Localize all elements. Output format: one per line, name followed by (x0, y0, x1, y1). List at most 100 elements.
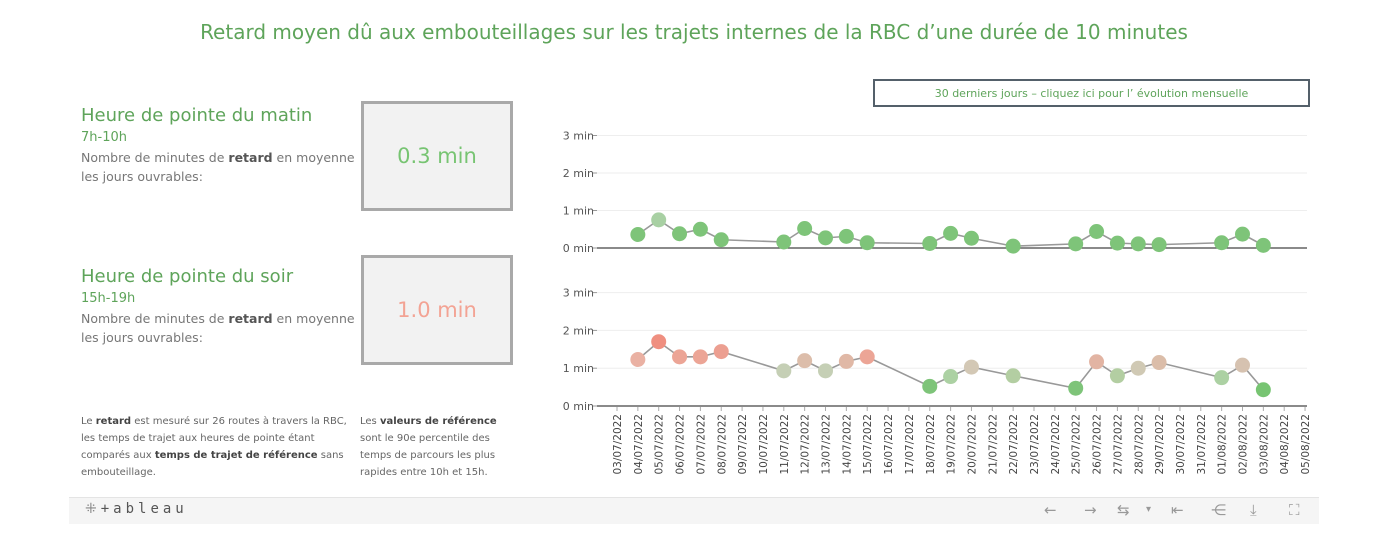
data-point (1255, 237, 1271, 253)
x-tick-label: 05/07/2022 (654, 414, 666, 475)
data-point (859, 349, 875, 365)
data-point (1235, 357, 1250, 373)
reset-icon[interactable]: ⇤ (1171, 501, 1184, 519)
methodology-note: Le retard est mesuré sur 26 routes à tra… (81, 416, 347, 478)
data-point (797, 221, 813, 236)
x-tick-label: 23/07/2022 (1029, 414, 1041, 475)
data-point (838, 353, 854, 369)
y-tick-label: 3 min (563, 130, 594, 143)
x-tick-label: 05/08/2022 (1300, 414, 1312, 475)
monthly-evolution-button[interactable]: 30 derniers jours – cliquez ici pour l’ … (873, 79, 1310, 107)
data-point (922, 378, 938, 394)
data-point (922, 236, 938, 251)
reference-note: Les valeurs de référence sont le 90e per… (360, 416, 497, 478)
series-line-matin (637, 218, 1264, 247)
x-tick-label: 10/07/2022 (758, 414, 770, 475)
data-point (943, 225, 959, 241)
data-point (630, 352, 646, 368)
data-point (1005, 368, 1021, 384)
y-tick-label: 0 min (563, 242, 594, 255)
morning-description: Nombre de minutes de retard en moyenne l… (81, 150, 355, 184)
x-tick-label: 03/08/2022 (1258, 414, 1270, 475)
series-line-soir (637, 340, 1264, 391)
data-point (651, 334, 667, 350)
revert-icon[interactable]: ⇆ (1117, 501, 1130, 519)
data-point (1068, 236, 1084, 252)
data-point (713, 344, 729, 360)
x-tick-label: 29/07/2022 (1154, 414, 1166, 475)
data-point (776, 363, 792, 379)
x-tick-label: 02/08/2022 (1238, 414, 1250, 475)
data-point (1109, 368, 1125, 384)
x-tick-label: 13/07/2022 (821, 414, 833, 475)
x-tick-label: 18/07/2022 (925, 414, 937, 475)
x-tick-label: 27/07/2022 (1112, 414, 1124, 475)
tableau-logo[interactable]: ⁜+ableau (85, 501, 188, 517)
x-tick-label: 08/07/2022 (716, 414, 728, 475)
x-tick-label: 12/07/2022 (800, 414, 812, 475)
x-tick-label: 03/07/2022 (612, 414, 624, 475)
data-point (818, 363, 833, 379)
tableau-toolbar: ⁜+ableau ← → ⇆ ▾ ⇤ ⋲ ⤓ ⛶ (69, 497, 1319, 524)
morning-hours: 7h-10h (81, 130, 127, 145)
revert-dropdown-icon[interactable]: ▾ (1146, 504, 1152, 515)
fullscreen-icon[interactable]: ⛶ (1289, 501, 1300, 519)
data-point (963, 359, 979, 375)
evening-description: Nombre de minutes de retard en moyenne l… (81, 311, 355, 345)
x-tick-label: 14/07/2022 (841, 414, 853, 475)
morning-kpi-value: 0.3 min (397, 144, 477, 168)
x-tick-label: 07/07/2022 (695, 414, 707, 475)
data-point (1005, 238, 1021, 254)
data-point (1235, 226, 1250, 242)
data-point (1151, 237, 1167, 253)
data-point (713, 232, 729, 248)
data-point (692, 349, 708, 365)
morning-heading: Heure de pointe du matin (81, 105, 313, 126)
share-icon[interactable]: ⋲ (1211, 501, 1226, 519)
y-tick-label: 2 min (563, 167, 594, 180)
evening-hours: 15h-19h (81, 291, 136, 306)
x-tick-label: 06/07/2022 (675, 414, 687, 475)
x-tick-label: 01/08/2022 (1217, 414, 1229, 475)
data-point (692, 221, 708, 237)
data-point (1214, 235, 1230, 251)
undo-icon[interactable]: ← (1044, 501, 1057, 519)
download-icon[interactable]: ⤓ (1250, 501, 1257, 519)
data-point (943, 369, 959, 385)
y-tick-label: 0 min (563, 400, 594, 413)
data-point (1068, 380, 1084, 396)
x-tick-label: 30/07/2022 (1175, 414, 1187, 475)
data-point (838, 228, 854, 244)
data-point (1255, 382, 1271, 398)
data-point (1130, 360, 1146, 376)
x-tick-label: 15/07/2022 (862, 414, 874, 475)
x-tick-label: 21/07/2022 (987, 414, 999, 475)
x-tick-label: 26/07/2022 (1092, 414, 1104, 475)
morning-kpi-box: 0.3 min (361, 101, 513, 211)
data-point (672, 226, 688, 242)
x-tick-label: 31/07/2022 (1196, 414, 1208, 475)
y-tick-label: 1 min (563, 362, 594, 375)
x-tick-label: 17/07/2022 (904, 414, 916, 475)
x-tick-label: 19/07/2022 (946, 414, 958, 475)
data-point (859, 235, 875, 251)
x-tick-label: 16/07/2022 (883, 414, 895, 475)
data-point (776, 234, 792, 250)
data-point (630, 227, 646, 242)
y-tick-label: 1 min (563, 205, 594, 218)
evening-heading: Heure de pointe du soir (81, 266, 294, 287)
data-point (672, 349, 688, 365)
x-tick-label: 22/07/2022 (1008, 414, 1020, 475)
data-point (1151, 355, 1167, 371)
evening-kpi-box: 1.0 min (361, 255, 513, 365)
x-tick-label: 04/07/2022 (633, 414, 645, 475)
logo-icon: ⁜ (85, 501, 101, 517)
evening-kpi-value: 1.0 min (397, 298, 477, 322)
redo-icon[interactable]: → (1084, 501, 1097, 519)
x-tick-label: 04/08/2022 (1279, 414, 1291, 475)
data-point (797, 353, 813, 369)
data-point (651, 212, 667, 228)
x-tick-label: 11/07/2022 (779, 414, 791, 475)
y-tick-label: 3 min (563, 287, 594, 300)
data-point (1089, 224, 1105, 239)
